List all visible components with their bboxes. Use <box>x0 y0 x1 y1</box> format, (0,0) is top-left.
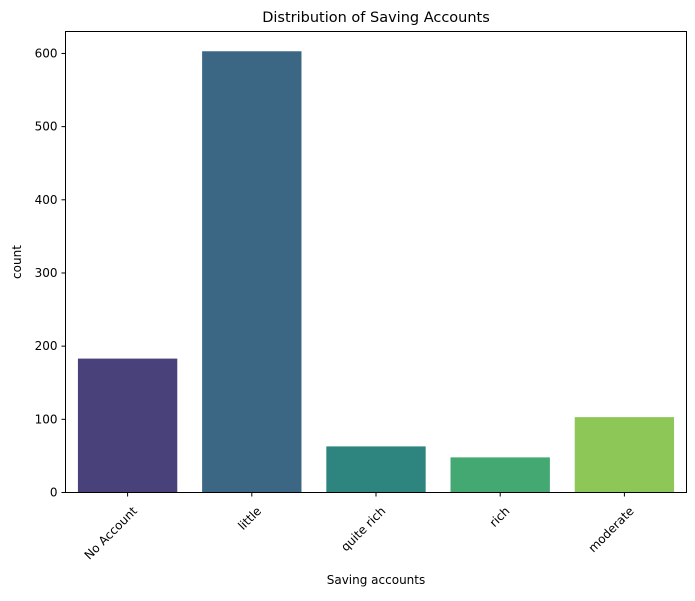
bar-rich <box>450 457 550 493</box>
y-tick-label: 0 <box>50 486 58 500</box>
x-tick-label: moderate <box>586 504 637 555</box>
y-tick-label: 100 <box>35 412 58 426</box>
bar-no-account <box>77 358 178 493</box>
x-tick-label: No Account <box>82 504 141 563</box>
y-tick-label: 200 <box>35 339 58 353</box>
y-tick-label: 300 <box>35 266 58 280</box>
y-axis-ticks: 0 100 200 300 400 500 600 <box>35 46 66 500</box>
chart-title: Distribution of Saving Accounts <box>262 10 490 26</box>
x-tick-label: rich <box>487 504 513 530</box>
bars-layer <box>77 51 675 493</box>
x-axis-ticks: No Account little quite rich rich moderate <box>82 492 637 563</box>
plot-frame <box>65 31 687 493</box>
y-axis-label: count <box>10 245 24 279</box>
x-tick-label: quite rich <box>338 504 388 554</box>
bar-little <box>202 51 302 493</box>
x-axis-label: Saving accounts <box>327 573 426 587</box>
x-tick-label: little <box>235 504 264 533</box>
bar-moderate <box>574 417 675 493</box>
y-tick-label: 500 <box>35 120 58 134</box>
y-tick-label: 400 <box>35 193 58 207</box>
bar-quite-rich <box>326 446 426 493</box>
y-tick-label: 600 <box>35 46 58 60</box>
